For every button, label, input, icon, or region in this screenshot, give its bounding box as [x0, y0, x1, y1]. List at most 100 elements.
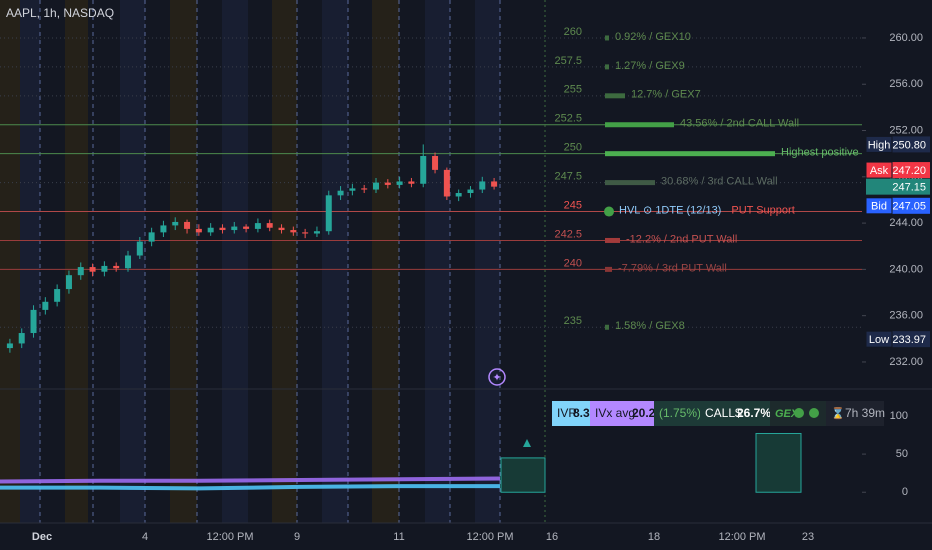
osc-tick-label: 50: [896, 448, 908, 460]
gex-dot: [809, 408, 819, 418]
gex-dot: [794, 408, 804, 418]
level-dot: [604, 206, 614, 217]
level-bar: [605, 64, 609, 70]
session-stripes: [0, 0, 546, 523]
candle-body: [302, 232, 309, 234]
level-text: 43.56% / 2nd CALL Wall: [680, 118, 799, 130]
badge-name: Ask: [870, 165, 889, 177]
osc-tick-label: 0: [902, 486, 908, 498]
candle-body: [420, 155, 427, 184]
osc-line: [0, 476, 501, 484]
stripe: [20, 0, 40, 523]
candle-body: [243, 226, 250, 229]
candle-body: [313, 231, 320, 234]
level-text: 1.27% / GEX9: [615, 60, 685, 72]
ivr-value: 8.3: [573, 406, 590, 420]
level-price: 240: [564, 257, 582, 269]
ivx-box: [590, 401, 654, 426]
level-text: HVL ⊙ 1DTE (12/13): [619, 204, 721, 216]
level-text: PUT Support: [731, 204, 794, 216]
level-text: 0.92% / GEX10: [615, 31, 691, 43]
ivx-label: IVx avg: [595, 406, 635, 420]
level-text: -7.79% / 3rd PUT Wall: [618, 262, 727, 274]
price-badge: [866, 178, 930, 195]
osc-box: [500, 457, 546, 493]
level-bar: [605, 122, 674, 128]
badge-name: Bid: [871, 201, 887, 213]
candle-body: [101, 265, 108, 272]
candle-body: [432, 155, 439, 170]
badge-name: Low: [869, 334, 889, 346]
level-text: 12.7% / GEX7: [631, 89, 701, 101]
icon-glyph: ✦: [492, 372, 501, 384]
signal-marker: [523, 439, 531, 447]
candle-body: [361, 188, 368, 190]
badge-value: 247.15: [892, 182, 926, 194]
x-tick-label: 18: [648, 531, 660, 543]
candle-body: [207, 227, 214, 233]
stripe: [222, 0, 248, 523]
y-tick-label: 236.00: [889, 310, 923, 322]
plot: 260 0.92% / GEX10 257.5 1.27% / GEX9 255 12.7…: [0, 26, 924, 493]
level-text: 1.58% / GEX8: [615, 320, 685, 332]
badge-tag: [865, 161, 893, 179]
level-price: 255: [564, 84, 582, 96]
candle-body: [172, 221, 179, 226]
level-price: 257.5: [554, 55, 582, 67]
candle-body: [373, 182, 379, 190]
badge-tag: [865, 135, 893, 153]
gex-label: GEX: [775, 408, 799, 420]
level-price: 245: [564, 199, 582, 211]
candle-body: [455, 193, 462, 197]
status-bar: IVR 8.3 IVx avg 20.2 (1.75%) CALL$ 26.7%…: [552, 401, 885, 426]
y-tick-label: 260.00: [889, 32, 923, 44]
ivx-value: 20.2: [632, 406, 656, 420]
candle-body: [77, 267, 84, 276]
x-tick-label: 9: [294, 531, 300, 543]
level-bar: [605, 324, 609, 330]
candle-body: [148, 232, 155, 242]
x-tick-label: 4: [142, 531, 148, 543]
badge-name: High: [868, 139, 891, 151]
candle-body: [396, 181, 403, 185]
hourglass: ⌛: [831, 407, 845, 420]
candle-body: [195, 228, 202, 233]
level-bar: [605, 237, 620, 243]
candle-body: [325, 195, 332, 232]
osc-tick-label: 100: [890, 410, 908, 422]
x-tick-label: 12:00 PM: [466, 531, 513, 543]
candle-body: [54, 289, 61, 302]
axes: 232.00236.00240.00244.00248.00252.00256.…: [32, 32, 930, 543]
level-price: 247.5: [554, 171, 582, 183]
badge-tag: [865, 330, 893, 348]
candle-body: [6, 343, 13, 349]
calls-label: CALL$: [705, 406, 742, 420]
y-tick-label: 244.00: [889, 217, 923, 229]
candle-body: [18, 333, 25, 344]
x-tick-label: 23: [802, 531, 814, 543]
candle-body: [443, 169, 450, 197]
stripe: [372, 0, 399, 523]
chart-title: AAPL, 1h, NASDAQ: [6, 6, 114, 20]
candle-body: [125, 255, 131, 269]
x-tick-label: 12:00 PM: [206, 531, 253, 543]
level-price: 235: [564, 315, 582, 327]
y-tick-label: 256.00: [889, 78, 923, 90]
level-bar: [605, 151, 775, 157]
candle-body: [278, 227, 285, 231]
stripe: [0, 0, 20, 523]
badge-tag: [865, 197, 893, 215]
osc-box: [755, 432, 802, 493]
time-box: [826, 401, 884, 426]
calls-value: 26.7%: [737, 406, 771, 420]
candle-body: [113, 265, 120, 269]
stripe: [322, 0, 348, 523]
price-axis-bg: [862, 0, 932, 550]
level-bar: [605, 180, 655, 186]
candle-body: [30, 309, 37, 334]
candle-body: [479, 181, 486, 190]
icon[interactable]: [488, 368, 506, 386]
level-bar: [605, 35, 609, 41]
